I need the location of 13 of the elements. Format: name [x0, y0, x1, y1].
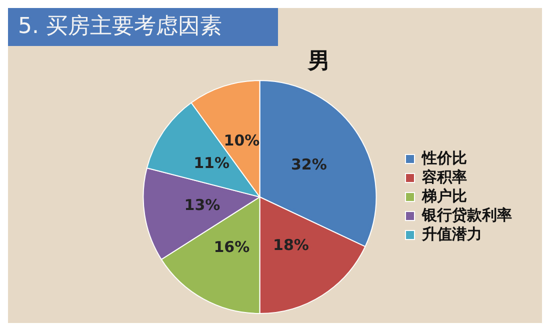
data-label: 18% — [273, 236, 309, 254]
legend-label: 容积率 — [421, 168, 467, 186]
legend-label: 性价比 — [421, 148, 467, 167]
legend-label: 梯户比 — [421, 186, 467, 205]
data-label: 13% — [184, 196, 220, 214]
data-label: 32% — [290, 156, 327, 174]
data-label: 10% — [224, 131, 260, 150]
chart-title: 5. 买房主要考虑因素 — [8, 8, 278, 46]
data-label: 11% — [194, 154, 230, 172]
data-label: 16% — [214, 238, 250, 256]
legend-label: 银行贷款利率 — [421, 206, 512, 224]
chart-subtitle: 男 — [308, 48, 330, 76]
legend-label: 升值潜力 — [421, 224, 482, 243]
